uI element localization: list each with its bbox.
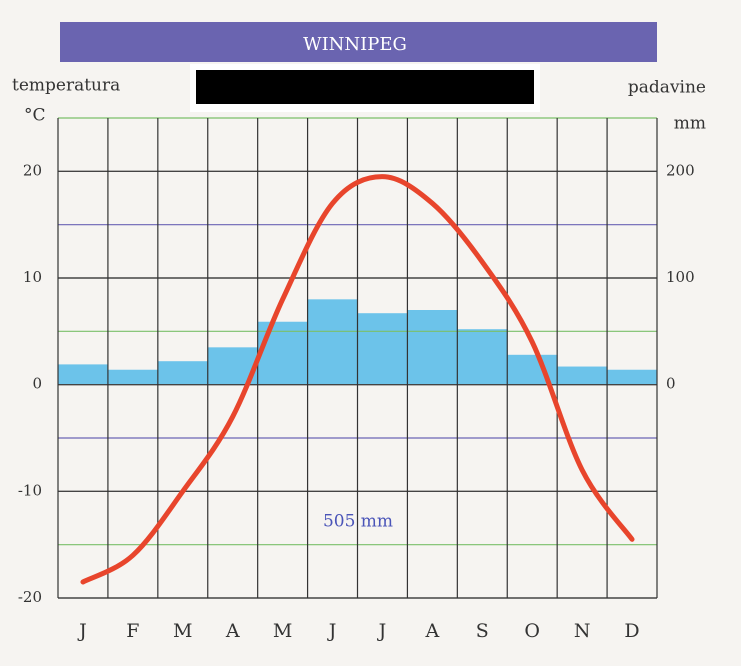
title-banner — [60, 22, 657, 62]
y-tick-label: -20 — [18, 588, 42, 606]
x-tick-label: J — [327, 620, 337, 642]
precip-bar — [107, 369, 159, 385]
y-tick-label: 0 — [32, 375, 42, 393]
y2-axis-label: padavine — [628, 78, 706, 98]
precip-bar — [58, 364, 109, 385]
x-tick-label: A — [225, 620, 240, 642]
precip-bar — [357, 313, 408, 385]
precip-bar — [307, 299, 358, 385]
y-axis-label: temperatura — [12, 76, 120, 96]
y-axis-unit: °C — [24, 106, 46, 126]
x-tick-label: F — [126, 620, 139, 642]
x-tick-label: D — [624, 620, 639, 642]
precip-bar — [157, 361, 209, 385]
x-tick-label: S — [476, 620, 489, 642]
annotation: 505 mm — [323, 512, 393, 532]
y-tick-label: -10 — [18, 481, 42, 499]
precip-bar — [457, 329, 508, 385]
redaction — [196, 70, 534, 104]
y2-axis-unit: mm — [674, 114, 706, 134]
precip-bar — [407, 310, 458, 385]
y2-tick-label: 0 — [666, 375, 676, 393]
x-tick-label: J — [77, 620, 87, 642]
temperature-line — [80, 174, 635, 585]
chart-title: WINNIPEG — [303, 34, 407, 55]
x-tick-label: N — [574, 620, 591, 642]
precip-bar — [557, 366, 608, 385]
precip-bar — [607, 369, 658, 385]
y-tick-label: 20 — [23, 161, 42, 179]
x-tick-label: M — [273, 620, 292, 642]
y-tick-label: 10 — [23, 268, 42, 286]
y2-tick-label: 200 — [666, 161, 695, 179]
x-tick-label: J — [377, 620, 387, 642]
x-tick-label: M — [173, 620, 192, 642]
x-tick-label: O — [524, 620, 540, 642]
x-tick-label: A — [425, 620, 440, 642]
y2-tick-label: 100 — [666, 268, 695, 286]
